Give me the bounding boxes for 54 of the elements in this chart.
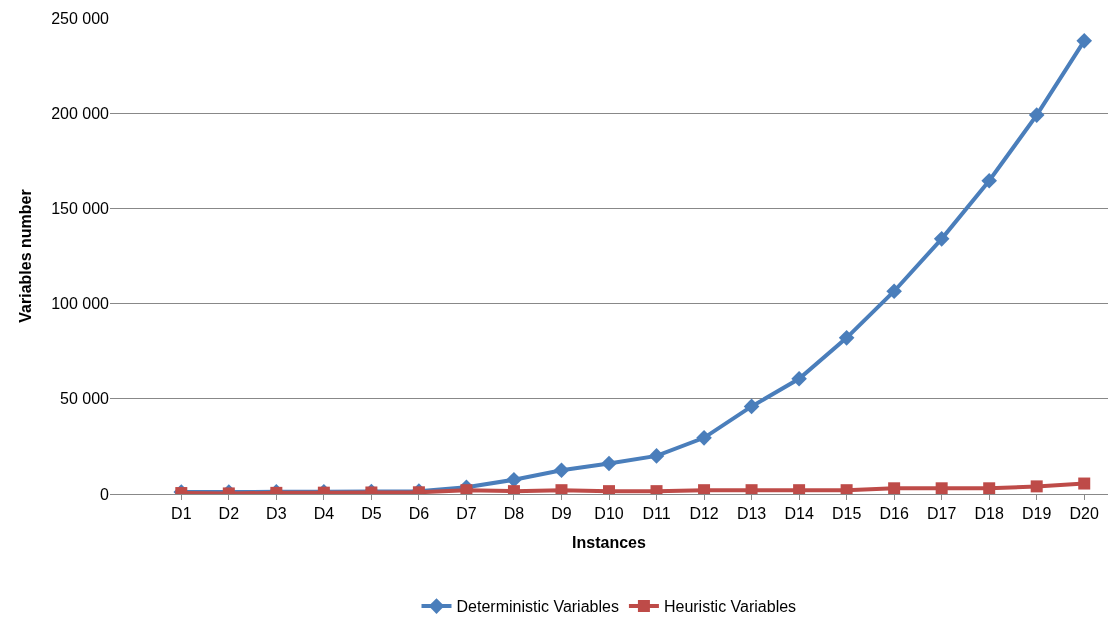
y-tick-label: 200 000 <box>51 104 110 122</box>
x-tick-label: D15 <box>831 505 862 523</box>
x-tick-label: D3 <box>266 505 287 523</box>
x-tick-label: D10 <box>594 505 624 523</box>
x-tick-label: D6 <box>408 505 430 523</box>
point <box>1028 107 1045 123</box>
x-tick-label: D20 <box>1069 505 1100 523</box>
x-tick-label: D13 <box>736 505 767 523</box>
y-tick-label: 0 <box>100 485 110 503</box>
y-tick-label: 250 000 <box>51 9 110 27</box>
point <box>698 484 711 494</box>
y-tick-label: 50 000 <box>60 390 110 408</box>
x-tick-label: D7 <box>456 505 477 523</box>
point <box>743 398 760 415</box>
x-tick-label: D5 <box>361 505 382 523</box>
x-tick-label: D16 <box>879 505 909 523</box>
y-tick-label: 100 000 <box>51 295 110 313</box>
legend-label: Deterministic Variables <box>456 598 619 616</box>
point <box>791 371 807 387</box>
point <box>888 482 901 494</box>
point <box>935 482 948 494</box>
x-tick-label: D9 <box>551 505 572 523</box>
x-tick-label: D18 <box>974 505 1004 523</box>
point <box>460 484 473 494</box>
x-tick-label: D14 <box>784 505 814 523</box>
point <box>648 448 665 464</box>
x-tick-label: D17 <box>926 505 957 523</box>
x-tick-label: D8 <box>503 505 525 523</box>
point <box>793 484 806 494</box>
legend-label: Heuristic Variables <box>663 598 797 616</box>
point <box>1030 480 1043 493</box>
x-tick-label: D1 <box>171 505 192 523</box>
point <box>886 283 902 300</box>
point <box>1078 477 1091 490</box>
point <box>838 330 855 346</box>
point <box>981 172 997 189</box>
point <box>983 482 996 494</box>
point <box>553 462 570 478</box>
y-tick-label: 150 000 <box>51 200 110 217</box>
point <box>601 455 617 472</box>
x-axis-title: Instances <box>572 533 647 551</box>
x-tick-label: D19 <box>1022 505 1052 523</box>
point <box>1076 33 1093 49</box>
point <box>696 430 712 446</box>
x-tick-label: D12 <box>689 505 719 523</box>
x-tick-label: D2 <box>218 505 240 523</box>
x-tick-label: D4 <box>313 505 335 523</box>
point <box>840 484 853 494</box>
point <box>555 484 568 494</box>
y-axis-title: Variables number <box>17 189 35 323</box>
x-tick-label: D11 <box>642 505 671 523</box>
point <box>506 471 522 488</box>
point <box>745 484 758 494</box>
point <box>933 231 950 247</box>
